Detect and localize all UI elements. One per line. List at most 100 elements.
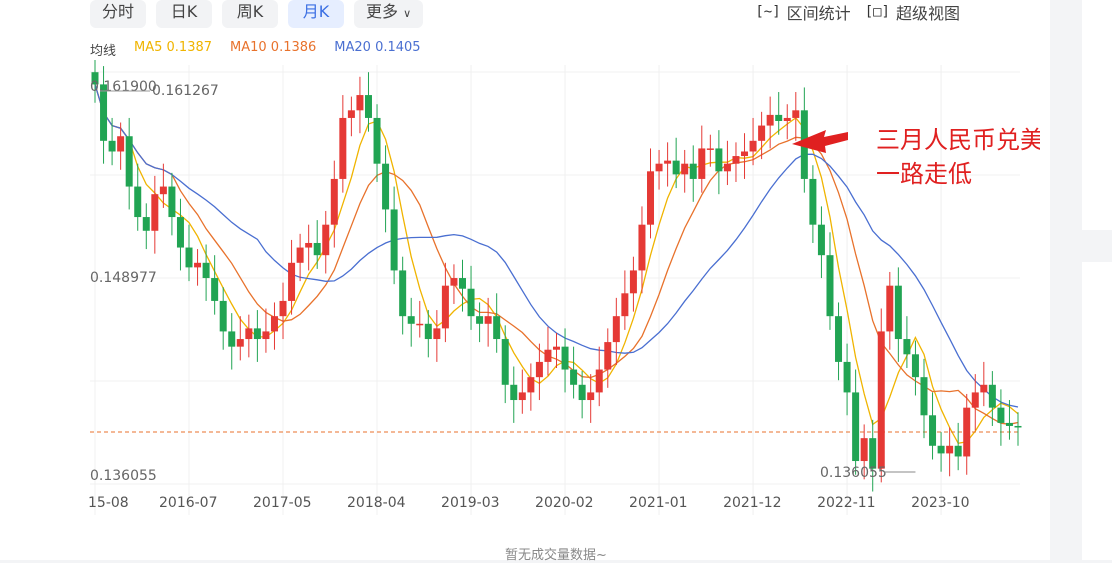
- candle-body: [561, 346, 569, 370]
- ma-legend: 均线 MA5 0.1387 MA10 0.1386 MA20 0.1405: [90, 40, 421, 59]
- candle-body: [946, 445, 954, 454]
- candle-body: [433, 328, 441, 340]
- candle-body: [151, 194, 159, 231]
- candle-body: [270, 316, 278, 332]
- candle-body: [399, 270, 407, 317]
- candle-body: [655, 163, 663, 172]
- candle-body: [903, 339, 911, 355]
- tab-day-k[interactable]: 日K: [156, 0, 213, 28]
- candle-body: [937, 445, 945, 454]
- candle-body: [527, 377, 535, 393]
- candle-body: [441, 285, 449, 329]
- candle-body: [664, 160, 672, 164]
- tab-minute[interactable]: 分时: [90, 0, 147, 28]
- candle-body: [638, 224, 646, 271]
- x-tick-label: 15-08: [88, 495, 129, 511]
- annotation: 三月人民币兑美元一路走低: [792, 126, 1040, 188]
- candle-body: [929, 415, 937, 446]
- candle-body: [698, 148, 706, 179]
- candle-body: [723, 163, 731, 172]
- candle-body: [775, 114, 783, 121]
- candle-body: [125, 136, 133, 187]
- candle-body: [211, 278, 219, 301]
- candle-body: [715, 148, 723, 172]
- candle-body: [134, 186, 142, 218]
- range-stat-label: 区间统计: [786, 4, 851, 23]
- range-stat-button[interactable]: [~] 区间统计: [755, 0, 850, 24]
- candle-body: [578, 384, 586, 401]
- candle-body: [595, 369, 603, 393]
- ma20-legend: MA20 0.1405: [334, 40, 421, 55]
- candle-body: [390, 209, 398, 271]
- candle-body: [288, 262, 296, 301]
- candle-body: [681, 163, 689, 175]
- candle-body: [262, 331, 270, 340]
- sidebar-card: [1082, 0, 1112, 230]
- high-label-right: 0.161267: [152, 83, 219, 99]
- candle-body: [296, 247, 304, 263]
- tab-month-k[interactable]: 月K: [288, 0, 345, 28]
- candle-body: [629, 270, 637, 294]
- ma10-legend: MA10 0.1386: [230, 40, 317, 55]
- candle-body: [168, 186, 176, 218]
- super-view-button[interactable]: [□] 超级视图: [865, 0, 960, 24]
- candle-body: [236, 339, 244, 347]
- candle-body: [689, 163, 697, 179]
- candle-body: [493, 316, 501, 340]
- candle-body: [108, 140, 116, 152]
- candle-body: [142, 217, 150, 231]
- candle-body: [860, 438, 868, 462]
- candle-body: [373, 117, 381, 164]
- candle-body: [313, 242, 321, 256]
- x-tick-label: 2022-11: [817, 495, 876, 511]
- candle-body: [176, 217, 184, 248]
- candle-body: [553, 346, 560, 350]
- candle-body: [484, 316, 492, 324]
- chevron-down-icon: ∨: [403, 7, 412, 20]
- candle-body: [835, 316, 843, 362]
- candle-body: [852, 392, 860, 462]
- candle-body: [604, 342, 612, 370]
- candle-body: [416, 323, 424, 326]
- chart-tools: [~] 区间统计 [□] 超级视图: [755, 0, 960, 24]
- super-view-label: 超级视图: [895, 4, 960, 23]
- tab-more[interactable]: 更多 ∨: [354, 0, 424, 28]
- right-sidebar: [1082, 0, 1112, 560]
- candle-body: [458, 278, 466, 289]
- low-label: 0.136055: [820, 465, 887, 481]
- x-tick-label: 2019-03: [441, 495, 500, 511]
- candle-body: [476, 316, 484, 324]
- y-tick-label: 0.136055: [90, 468, 157, 484]
- candle-body: [894, 285, 902, 340]
- x-tick-label: 2016-07: [159, 495, 218, 511]
- candle-body: [741, 151, 749, 157]
- candle-body: [322, 224, 330, 256]
- x-tick-label: 2021-12: [723, 495, 782, 511]
- candle-body: [194, 262, 202, 268]
- annotation-text: 一路走低: [876, 160, 972, 188]
- candle-body: [980, 384, 988, 393]
- candle-body: [245, 328, 253, 340]
- candle-body: [450, 278, 458, 286]
- candle-body: [185, 247, 193, 268]
- candle-body: [997, 407, 1005, 423]
- high-label-left: 0.161900: [90, 79, 157, 95]
- annotation-arrow: [792, 130, 848, 153]
- grid: [90, 65, 1020, 515]
- x-tick-label: 2017-05: [253, 495, 312, 511]
- candle-body: [809, 178, 817, 225]
- candle-body: [279, 300, 287, 317]
- candle-body: [339, 117, 347, 179]
- candle-body: [877, 331, 885, 469]
- candle-body: [587, 392, 595, 401]
- ma-legend-label: 均线: [90, 44, 117, 59]
- candle-body: [501, 339, 509, 385]
- candle-body: [988, 384, 996, 408]
- tab-week-k[interactable]: 周K: [222, 0, 279, 28]
- candle-body: [407, 316, 415, 324]
- no-volume-note: 暂无成交量数据~: [505, 548, 607, 563]
- candle-body: [253, 328, 261, 340]
- candle-body: [672, 160, 680, 175]
- candle-body: [792, 110, 800, 118]
